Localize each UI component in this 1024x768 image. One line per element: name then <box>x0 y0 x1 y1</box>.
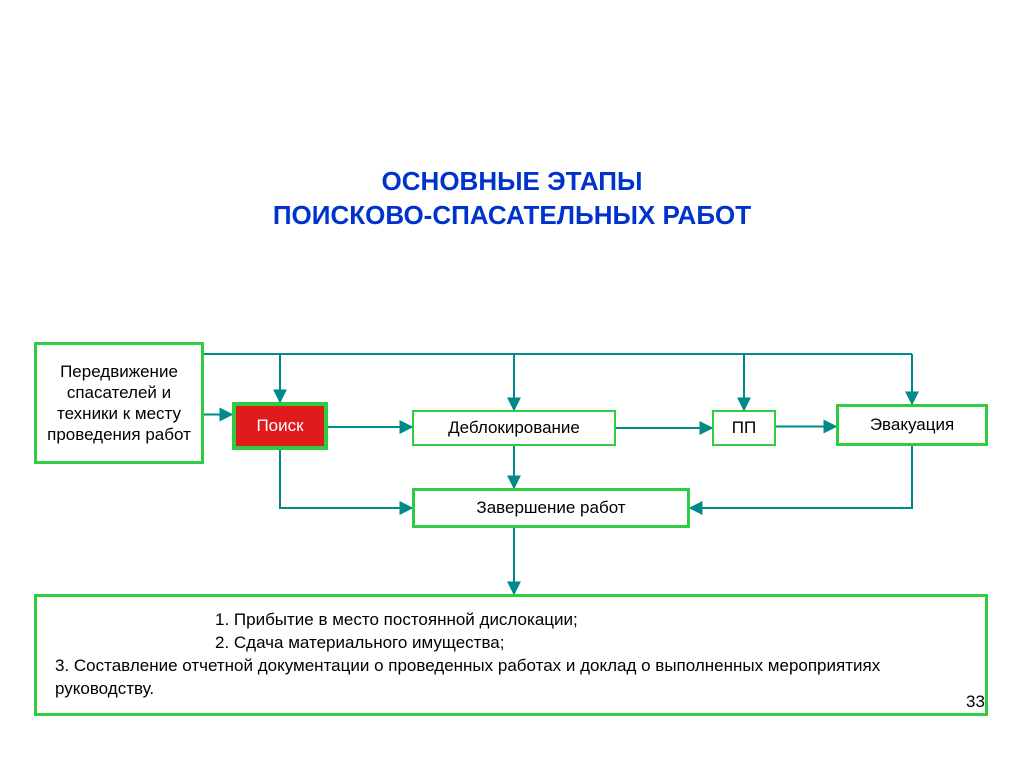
node-evacuation: Эвакуация <box>836 404 988 446</box>
page-number: 33 <box>966 692 985 712</box>
node-search-label: Поиск <box>256 415 303 436</box>
node-pp: ПП <box>712 410 776 446</box>
node-pp-label: ПП <box>732 417 756 438</box>
node-completion: Завершение работ <box>412 488 690 528</box>
page-title: ОСНОВНЫЕ ЭТАПЫ ПОИСКОВО-СПАСАТЕЛЬНЫХ РАБ… <box>0 165 1024 233</box>
page-number-value: 33 <box>966 692 985 711</box>
title-line-2: ПОИСКОВО-СПАСАТЕЛЬНЫХ РАБОТ <box>273 200 751 230</box>
list-item: 3. Составление отчетной документации о п… <box>55 655 967 701</box>
list-item: 2. Сдача материального имущества; <box>55 632 967 655</box>
completion-details-box: 1. Прибытие в место постоянной дислокаци… <box>34 594 988 716</box>
node-search: Поиск <box>232 402 328 450</box>
node-unblocking: Деблокирование <box>412 410 616 446</box>
node-completion-label: Завершение работ <box>476 497 625 518</box>
node-movement: Передвижение спасателей и техники к мест… <box>34 342 204 464</box>
node-movement-label: Передвижение спасателей и техники к мест… <box>43 361 195 446</box>
node-evacuation-label: Эвакуация <box>870 414 954 435</box>
title-line-1: ОСНОВНЫЕ ЭТАПЫ <box>382 166 643 196</box>
node-unblocking-label: Деблокирование <box>448 417 580 438</box>
list-item: 1. Прибытие в место постоянной дислокаци… <box>55 609 967 632</box>
